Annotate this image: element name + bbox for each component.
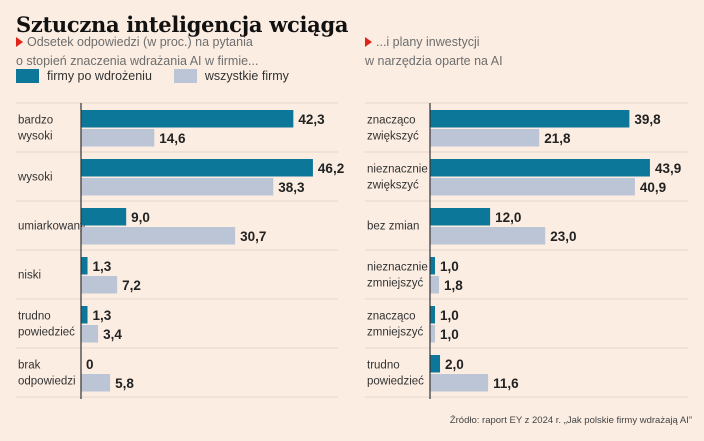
value-label: 42,3: [298, 112, 325, 127]
chart-title: Sztuczna inteligencja wciąga: [16, 12, 349, 37]
left-subtitle: Odsetek odpowiedzi (w proc.) na pytania …: [16, 33, 258, 71]
value-label: 2,0: [445, 357, 464, 372]
value-label: 40,9: [640, 180, 666, 195]
category-label: zmniejszyć: [367, 278, 423, 290]
bar-implemented: [81, 257, 88, 275]
category-label: bez zmian: [367, 221, 419, 233]
legend-item-all: wszystkie firmy: [173, 69, 289, 83]
category-label: wysoki: [17, 131, 53, 143]
category-label: niski: [18, 270, 41, 282]
category-label: wysoki: [17, 172, 53, 184]
category-label: umiarkowany: [18, 221, 86, 233]
value-label: 1,3: [93, 308, 112, 323]
category-label: zwiększyć: [367, 180, 419, 192]
right-subtitle-line-1: ...i plany inwestycji: [376, 35, 480, 49]
category-label: odpowiedzi: [18, 376, 76, 388]
legend: firmy po wdrożeniu wszystkie firmy: [16, 69, 311, 83]
category-label: nieznacznie: [367, 164, 428, 176]
bar-implemented: [430, 257, 436, 275]
value-label: 23,0: [550, 229, 576, 244]
value-label: 38,3: [278, 180, 305, 195]
value-label: 11,6: [493, 376, 519, 391]
category-label: powiedzieć: [367, 376, 424, 388]
value-label: 5,8: [115, 376, 134, 391]
value-label: 7,2: [122, 278, 141, 293]
bar-all: [430, 178, 635, 196]
bar-all: [81, 178, 274, 196]
legend-label-all: wszystkie firmy: [204, 69, 289, 83]
category-label: trudno: [18, 311, 51, 323]
value-label: 1,3: [93, 259, 112, 274]
category-label: zwiększyć: [367, 131, 419, 143]
left-subtitle-line-1: Odsetek odpowiedzi (w proc.) na pytania: [27, 35, 253, 49]
bar-implemented: [81, 110, 294, 128]
value-label: 1,0: [440, 259, 459, 274]
bar-implemented: [81, 306, 88, 324]
left-subtitle-line-2: o stopień znaczenia wdrażania AI w firmi…: [16, 54, 259, 68]
value-label: 1,8: [444, 278, 463, 293]
category-label: znacząco: [367, 115, 416, 127]
bar-implemented: [81, 208, 127, 226]
value-label: 0: [86, 357, 94, 372]
category-label: trudno: [367, 360, 400, 372]
bar-implemented: [430, 355, 441, 373]
bar-all: [430, 129, 540, 147]
value-label: 46,2: [318, 161, 344, 176]
value-label: 1,0: [440, 308, 459, 323]
category-label: powiedzieć: [18, 327, 75, 339]
bar-all: [430, 374, 489, 392]
legend-swatch-implemented: [16, 69, 39, 83]
bar-implemented: [430, 208, 491, 226]
bar-all: [81, 227, 236, 245]
source-note: Źródło: raport EY z 2024 r. „Jak polskie…: [449, 415, 692, 426]
bar-all: [81, 325, 99, 343]
bar-implemented: [430, 110, 630, 128]
legend-item-implemented: firmy po wdrożeniu: [16, 69, 152, 83]
legend-swatch-all: [173, 69, 197, 83]
category-label: zmniejszyć: [367, 327, 423, 339]
category-label: bardzo: [18, 115, 53, 127]
value-label: 43,9: [655, 161, 681, 176]
value-label: 12,0: [495, 210, 521, 225]
bar-all: [430, 276, 440, 294]
value-label: 39,8: [634, 112, 661, 127]
category-label: brak: [18, 360, 41, 372]
right-subtitle-line-2: w narzędzia oparte na AI: [365, 54, 503, 68]
value-label: 30,7: [240, 229, 266, 244]
bar-all: [430, 227, 546, 245]
bar-all: [81, 276, 118, 294]
right-subtitle: ...i plany inwestycji w narzędzia oparte…: [365, 33, 503, 71]
red-triangle-icon: [365, 37, 372, 47]
bar-all: [81, 374, 111, 392]
value-label: 1,0: [440, 327, 459, 342]
legend-label-implemented: firmy po wdrożeniu: [47, 69, 152, 83]
value-label: 9,0: [131, 210, 150, 225]
red-triangle-icon: [16, 37, 23, 47]
bar-all: [81, 129, 155, 147]
bar-implemented: [430, 306, 436, 324]
value-label: 14,6: [159, 131, 186, 146]
value-label: 21,8: [544, 131, 571, 146]
value-label: 3,4: [103, 327, 122, 342]
category-label: nieznacznie: [367, 262, 428, 274]
bar-all: [430, 325, 436, 343]
category-label: znacząco: [367, 311, 416, 323]
bar-implemented: [81, 159, 313, 177]
bar-implemented: [430, 159, 650, 177]
